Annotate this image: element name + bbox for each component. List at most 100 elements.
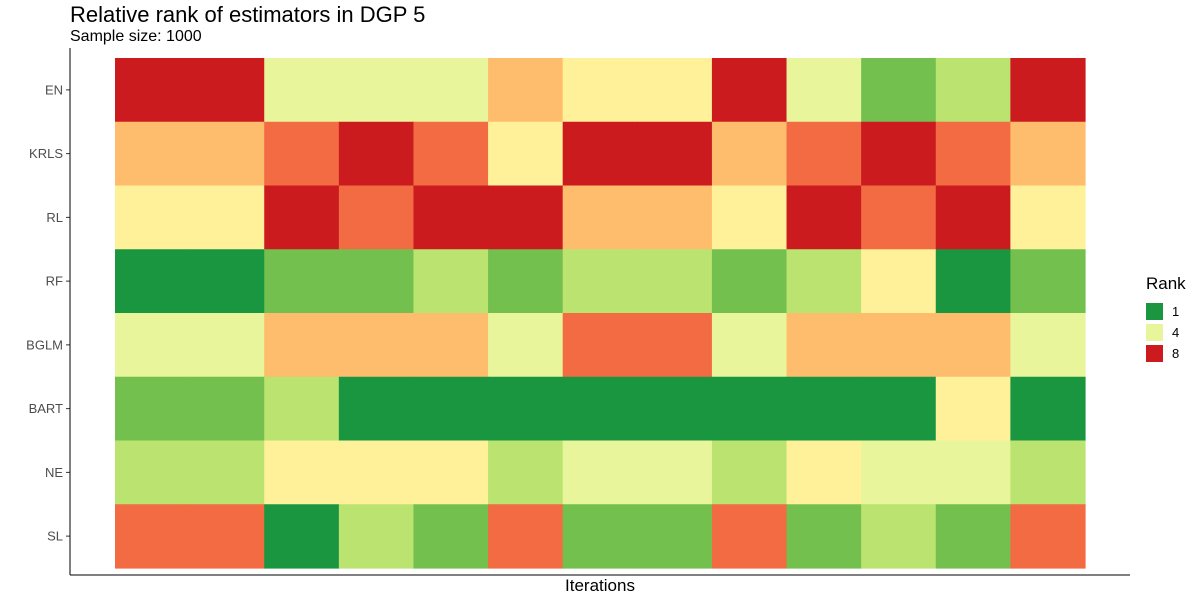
- heatmap-cell-rl-8: [637, 185, 713, 250]
- heatmap-cell-bart-7: [562, 376, 638, 442]
- y-tick-label-bglm: BGLM: [26, 337, 63, 352]
- heatmap-cell-rl-4: [338, 185, 415, 250]
- heatmap-cell-en-12: [935, 58, 1011, 123]
- heatmap-cell-krls-9: [711, 121, 788, 187]
- heatmap-cell-krls-4: [338, 121, 415, 187]
- heatmap-cell-sl-9: [711, 504, 788, 569]
- heatmap-cell-bart-1: [115, 376, 191, 442]
- heatmap-cell-bglm-1: [115, 313, 191, 378]
- heatmap-cell-rf-13: [1010, 249, 1086, 314]
- heatmap-cell-rl-2: [189, 185, 265, 250]
- heatmap-cell-en-6: [488, 58, 564, 123]
- heatmap-cell-bart-4: [338, 376, 415, 442]
- y-tick-label-rf: RF: [46, 274, 63, 289]
- heatmap-cell-rf-4: [338, 249, 415, 314]
- heatmap-cell-bglm-7: [562, 313, 638, 378]
- heatmap-cell-sl-6: [488, 504, 564, 569]
- heatmap-cell-ne-1: [115, 440, 191, 505]
- heatmap-cell-rf-3: [264, 249, 340, 314]
- heatmap-cell-krls-3: [264, 121, 340, 187]
- heatmap-cell-krls-11: [861, 121, 937, 187]
- heatmap-cell-en-10: [786, 58, 862, 123]
- y-tick-label-ne: NE: [45, 465, 63, 480]
- heatmap-cell-bglm-11: [861, 313, 937, 378]
- heatmap-cell-krls-1: [115, 121, 191, 187]
- heatmap-cell-bglm-13: [1010, 313, 1086, 378]
- legend-swatch-1: [1146, 303, 1163, 320]
- heatmap-cell-bglm-4: [338, 313, 415, 378]
- heatmap-cell-bglm-5: [413, 313, 489, 378]
- heatmap-cell-rl-5: [413, 185, 489, 250]
- heatmap-cell-en-4: [338, 58, 415, 123]
- heatmap-cell-sl-2: [189, 504, 265, 569]
- heatmap-cell-rf-6: [488, 249, 564, 314]
- heatmap-cell-krls-13: [1010, 121, 1086, 187]
- legend-item-1: 1: [1146, 301, 1186, 322]
- heatmap-cell-rl-6: [488, 185, 564, 250]
- heatmap-cell-en-11: [861, 58, 937, 123]
- legend-label-4: 4: [1172, 325, 1180, 340]
- heatmap-cell-ne-12: [935, 440, 1011, 505]
- heatmap-cell-rl-13: [1010, 185, 1086, 250]
- heatmap-cell-rf-8: [637, 249, 713, 314]
- heatmap-cell-bart-13: [1010, 376, 1086, 442]
- heatmap-cell-rf-1: [115, 249, 191, 314]
- y-tick-label-rl: RL: [46, 210, 63, 225]
- heatmap-cell-sl-13: [1010, 504, 1086, 569]
- heatmap-cell-bglm-6: [488, 313, 564, 378]
- heatmap-cell-bart-8: [637, 376, 713, 442]
- y-tick-label-en: EN: [45, 82, 63, 97]
- heatmap-cell-bart-5: [413, 376, 489, 442]
- heatmap-cell-sl-5: [413, 504, 489, 569]
- heatmap-cell-ne-11: [861, 440, 937, 505]
- chart-title: Relative rank of estimators in DGP 5: [70, 2, 426, 27]
- heatmap-cell-krls-10: [786, 121, 862, 187]
- legend-label-1: 1: [1172, 304, 1180, 319]
- chart-subtitle: Sample size: 1000: [70, 28, 202, 45]
- heatmap-cell-sl-12: [935, 504, 1011, 569]
- heatmap-cell-krls-6: [488, 121, 564, 187]
- heatmap-cell-bart-10: [786, 376, 862, 442]
- heatmap-cell-rf-12: [935, 249, 1011, 314]
- heatmap-cell-bart-11: [861, 376, 937, 442]
- heatmap-cell-rf-2: [189, 249, 265, 314]
- heatmap-cell-rl-1: [115, 185, 191, 250]
- heatmap-cell-ne-6: [488, 440, 564, 505]
- heatmap-cell-bglm-3: [264, 313, 340, 378]
- heatmap-cell-rf-5: [413, 249, 489, 314]
- heatmap-cell-sl-1: [115, 504, 191, 569]
- heatmap-cell-ne-9: [711, 440, 788, 505]
- heatmap-cell-bart-9: [711, 376, 788, 442]
- y-axis: EN KRLS RL RF BGLM BART NE SL: [26, 82, 70, 544]
- legend-swatch-4: [1146, 324, 1163, 341]
- heatmap-cell-rl-7: [562, 185, 638, 250]
- heatmap-cell-sl-7: [562, 504, 638, 569]
- heatmap-cell-rf-9: [711, 249, 788, 314]
- legend-swatch-8: [1146, 345, 1163, 362]
- heatmap-cell-bglm-2: [189, 313, 265, 378]
- heatmap-cell-krls-5: [413, 121, 489, 187]
- heatmap-cell-ne-3: [264, 440, 340, 505]
- heatmap-cell-sl-10: [786, 504, 862, 569]
- heatmap-cell-rl-9: [711, 185, 788, 250]
- y-tick-label-krls: KRLS: [29, 146, 63, 161]
- heatmap-cell-bglm-10: [786, 313, 862, 378]
- heatmap-cell-krls-2: [189, 121, 265, 187]
- heatmap-cell-ne-4: [338, 440, 415, 505]
- heatmap-cell-bglm-8: [637, 313, 713, 378]
- heatmap-cell-en-8: [637, 58, 713, 123]
- heatmap-cell-en-2: [189, 58, 265, 123]
- heatmap-cell-en-3: [264, 58, 340, 123]
- heatmap-cell-bart-2: [189, 376, 265, 442]
- y-tick-label-bart: BART: [29, 401, 63, 416]
- heatmap-cell-krls-8: [637, 121, 713, 187]
- legend-title: Rank: [1146, 274, 1186, 293]
- heatmap-cell-ne-8: [637, 440, 713, 505]
- heatmap-cell-ne-13: [1010, 440, 1086, 505]
- legend-item-8: 8: [1146, 343, 1186, 364]
- heatmap-cell-sl-4: [338, 504, 415, 569]
- legend-label-8: 8: [1172, 346, 1180, 361]
- heatmap-cell-rl-12: [935, 185, 1011, 250]
- heatmap-cell-rl-11: [861, 185, 937, 250]
